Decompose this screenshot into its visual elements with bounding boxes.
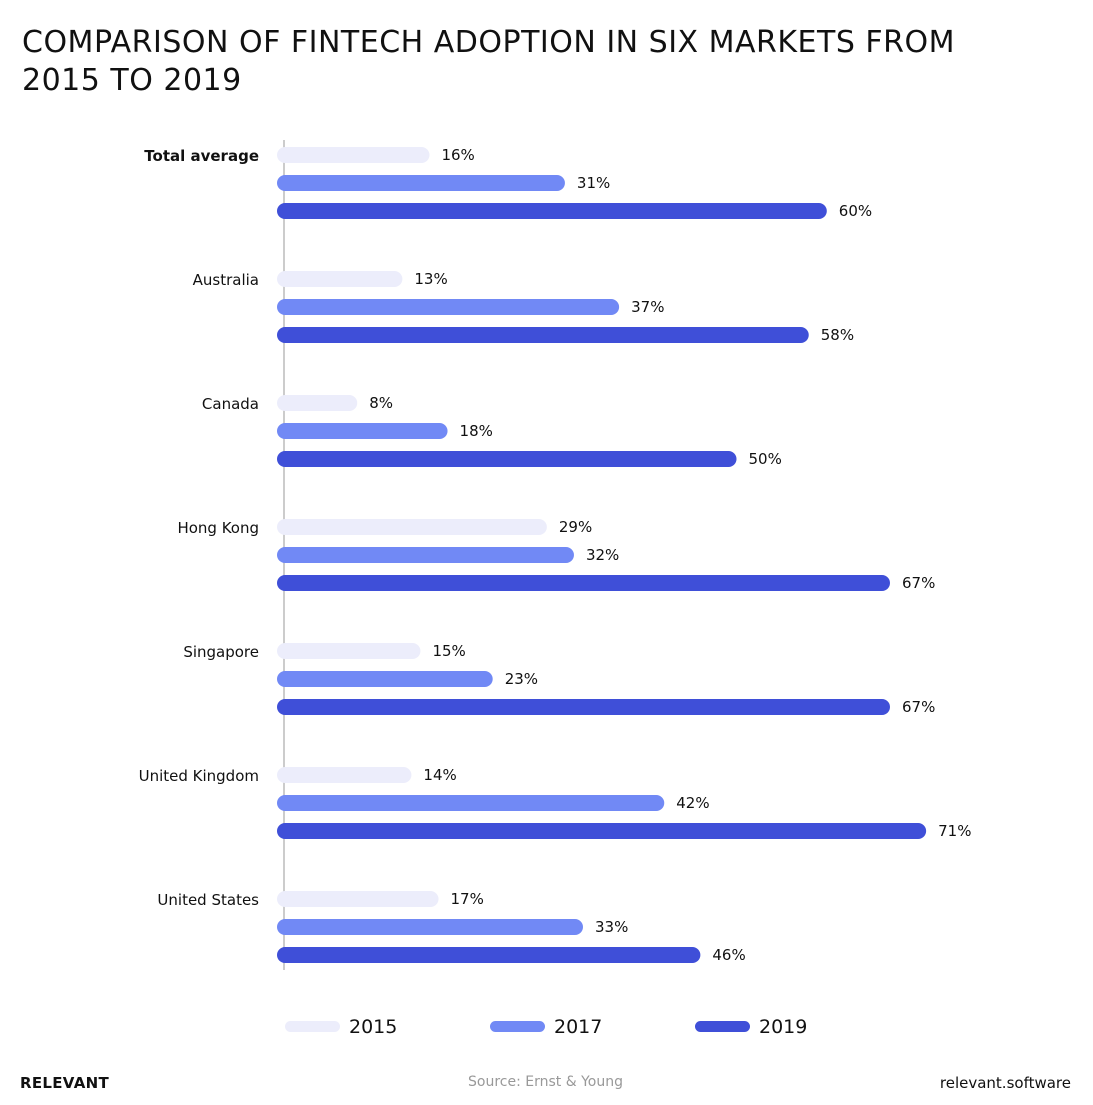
bar-base-2017 bbox=[285, 547, 293, 563]
bar-base-2017 bbox=[285, 299, 293, 315]
category-label: Australia bbox=[193, 271, 259, 289]
source-note: Source: Ernst & Young bbox=[468, 1074, 623, 1090]
bar-2015 bbox=[277, 643, 421, 659]
bar-base-2017 bbox=[285, 175, 293, 191]
bar-2019 bbox=[277, 451, 737, 467]
data-label: 37% bbox=[631, 298, 664, 316]
data-label: 23% bbox=[505, 670, 538, 688]
data-label: 60% bbox=[839, 202, 872, 220]
bar-2019 bbox=[277, 575, 891, 591]
data-label: 58% bbox=[821, 326, 854, 344]
bar-2015 bbox=[277, 767, 412, 783]
bar-base-2015 bbox=[285, 643, 293, 659]
bar-2019 bbox=[277, 823, 927, 839]
bar-base-2015 bbox=[285, 767, 293, 783]
bar-2019 bbox=[277, 947, 701, 963]
bar-base-2019 bbox=[285, 451, 293, 467]
data-label: 15% bbox=[432, 642, 465, 660]
bar-2015 bbox=[277, 519, 547, 535]
bar-base-2019 bbox=[285, 575, 293, 591]
bar-2017 bbox=[277, 423, 448, 439]
bar-2017 bbox=[277, 919, 583, 935]
data-label: 31% bbox=[577, 174, 610, 192]
bar-2015 bbox=[277, 891, 439, 907]
bar-base-2015 bbox=[285, 519, 293, 535]
bar-base-2017 bbox=[285, 423, 293, 439]
data-label: 46% bbox=[712, 946, 745, 964]
bar-2015 bbox=[277, 271, 403, 287]
data-label: 16% bbox=[441, 146, 474, 164]
category-label: Singapore bbox=[183, 643, 259, 661]
data-label: 13% bbox=[414, 270, 447, 288]
data-label: 18% bbox=[460, 422, 493, 440]
bar-2017 bbox=[277, 671, 493, 687]
bar-base-2019 bbox=[285, 327, 293, 343]
category-label: Total average bbox=[144, 147, 259, 165]
data-label: 32% bbox=[586, 546, 619, 564]
bar-base-2019 bbox=[285, 699, 293, 715]
data-label: 14% bbox=[423, 766, 456, 784]
data-label: 42% bbox=[676, 794, 709, 812]
category-label: United States bbox=[157, 891, 259, 909]
legend-label: 2019 bbox=[759, 1016, 807, 1038]
bar-base-2019 bbox=[285, 203, 293, 219]
bar-base-2019 bbox=[285, 823, 293, 839]
data-label: 67% bbox=[902, 698, 935, 716]
bar-2017 bbox=[277, 299, 620, 315]
bar-2019 bbox=[277, 699, 891, 715]
data-label: 67% bbox=[902, 574, 935, 592]
data-label: 71% bbox=[938, 822, 971, 840]
bar-base-2015 bbox=[285, 147, 293, 163]
legend-swatch-2017 bbox=[490, 1021, 545, 1032]
bar-base-2017 bbox=[285, 795, 293, 811]
legend-label: 2015 bbox=[349, 1016, 397, 1038]
bar-2017 bbox=[277, 795, 665, 811]
bar-2019 bbox=[277, 203, 827, 219]
legend-label: 2017 bbox=[554, 1016, 602, 1038]
bar-2019 bbox=[277, 327, 809, 343]
brand-logo: RELEVANT bbox=[20, 1074, 109, 1092]
bar-2017 bbox=[277, 547, 574, 563]
bar-base-2015 bbox=[285, 891, 293, 907]
bar-base-2015 bbox=[285, 271, 293, 287]
chart-title: COMPARISON OF FINTECH ADOPTION IN SIX MA… bbox=[22, 25, 956, 98]
site-link[interactable]: relevant.software bbox=[939, 1074, 1071, 1092]
category-label: United Kingdom bbox=[139, 767, 259, 785]
category-label: Hong Kong bbox=[177, 519, 259, 537]
data-label: 33% bbox=[595, 918, 628, 936]
bar-base-2017 bbox=[285, 919, 293, 935]
category-label: Canada bbox=[202, 395, 259, 413]
data-label: 17% bbox=[451, 890, 484, 908]
legend-swatch-2015 bbox=[285, 1021, 340, 1032]
data-label: 8% bbox=[369, 394, 393, 412]
bar-base-2019 bbox=[285, 947, 293, 963]
axis-mask bbox=[280, 1000, 290, 1100]
legend-swatch-2019 bbox=[695, 1021, 750, 1032]
bar-base-2017 bbox=[285, 671, 293, 687]
bar-2015 bbox=[277, 147, 430, 163]
data-label: 29% bbox=[559, 518, 592, 536]
bar-base-2015 bbox=[285, 395, 293, 411]
data-label: 50% bbox=[749, 450, 782, 468]
bar-2017 bbox=[277, 175, 565, 191]
bar-2015 bbox=[277, 395, 358, 411]
